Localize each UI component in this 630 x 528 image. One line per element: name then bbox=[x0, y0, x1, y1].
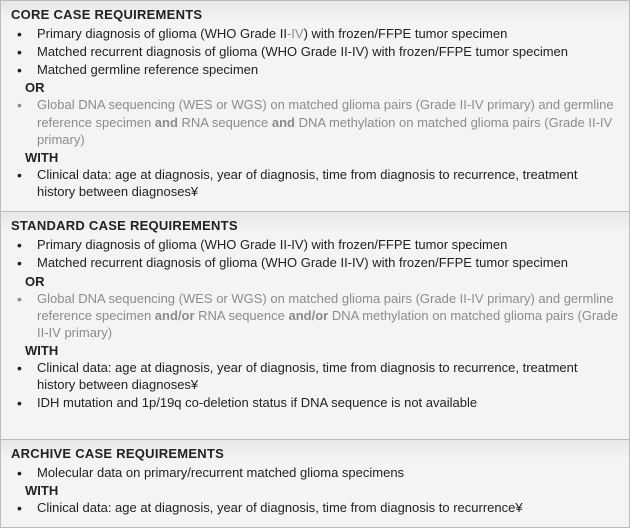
section-standard: STANDARD CASE REQUIREMENTS Primary diagn… bbox=[1, 211, 629, 438]
core-or-list: Global DNA sequencing (WES or WGS) on ma… bbox=[11, 96, 619, 147]
standard-item-matched-recurrent: Matched recurrent diagnosis of glioma (W… bbox=[15, 254, 619, 271]
text: RNA sequence bbox=[195, 308, 289, 323]
core-heading: CORE CASE REQUIREMENTS bbox=[11, 7, 619, 22]
standard-or-list: Global DNA sequencing (WES or WGS) on ma… bbox=[11, 290, 619, 341]
core-or: OR bbox=[11, 80, 619, 95]
standard-with-list: Clinical data: age at diagnosis, year of… bbox=[11, 359, 619, 411]
core-item-germline: Matched germline reference specimen bbox=[15, 61, 619, 78]
connector-and: and bbox=[155, 115, 178, 130]
requirements-panel: CORE CASE REQUIREMENTS Primary diagnosis… bbox=[0, 0, 630, 528]
archive-heading: ARCHIVE CASE REQUIREMENTS bbox=[11, 446, 619, 461]
standard-top-list: Primary diagnosis of glioma (WHO Grade I… bbox=[11, 236, 619, 271]
grey-text: -IV bbox=[287, 26, 304, 41]
standard-item-idh: IDH mutation and 1p/19q co-deletion stat… bbox=[15, 394, 619, 411]
text: ) with frozen/FFPE tumor specimen bbox=[304, 26, 508, 41]
archive-top-list: Molecular data on primary/recurrent matc… bbox=[11, 464, 619, 481]
archive-with: WITH bbox=[11, 483, 619, 498]
connector-andor: and/or bbox=[155, 308, 195, 323]
section-archive: ARCHIVE CASE REQUIREMENTS Molecular data… bbox=[1, 439, 629, 527]
core-item-global-dna: Global DNA sequencing (WES or WGS) on ma… bbox=[15, 96, 619, 147]
core-item-matched-recurrent: Matched recurrent diagnosis of glioma (W… bbox=[15, 43, 619, 60]
core-with: WITH bbox=[11, 150, 619, 165]
standard-item-primary: Primary diagnosis of glioma (WHO Grade I… bbox=[15, 236, 619, 253]
core-with-list: Clinical data: age at diagnosis, year of… bbox=[11, 166, 619, 200]
core-item-primary: Primary diagnosis of glioma (WHO Grade I… bbox=[15, 25, 619, 42]
standard-item-global-dna: Global DNA sequencing (WES or WGS) on ma… bbox=[15, 290, 619, 341]
core-top-list: Primary diagnosis of glioma (WHO Grade I… bbox=[11, 25, 619, 78]
connector-and: and bbox=[272, 115, 295, 130]
standard-heading: STANDARD CASE REQUIREMENTS bbox=[11, 218, 619, 233]
archive-item-molecular: Molecular data on primary/recurrent matc… bbox=[15, 464, 619, 481]
standard-item-clinical: Clinical data: age at diagnosis, year of… bbox=[15, 359, 619, 393]
connector-andor: and/or bbox=[288, 308, 328, 323]
archive-item-clinical: Clinical data: age at diagnosis, year of… bbox=[15, 499, 619, 516]
spacer bbox=[11, 413, 619, 429]
text: Primary diagnosis of glioma (WHO Grade I… bbox=[37, 26, 287, 41]
standard-or: OR bbox=[11, 274, 619, 289]
core-item-clinical: Clinical data: age at diagnosis, year of… bbox=[15, 166, 619, 200]
archive-with-list: Clinical data: age at diagnosis, year of… bbox=[11, 499, 619, 516]
section-core: CORE CASE REQUIREMENTS Primary diagnosis… bbox=[1, 1, 629, 211]
standard-with: WITH bbox=[11, 343, 619, 358]
text: RNA sequence bbox=[178, 115, 272, 130]
